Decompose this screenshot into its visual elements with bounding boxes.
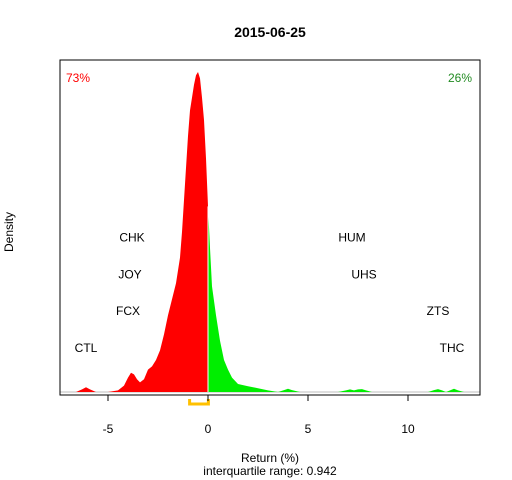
x-axis: -5 0 5 10 [103, 395, 415, 436]
percent-positive-label: 26% [448, 71, 472, 85]
x-tick-label: 10 [401, 422, 415, 436]
x-axis-label: Return (%) [241, 451, 299, 465]
chart-title: 2015-06-25 [234, 24, 306, 40]
x-tick-label: 5 [305, 422, 312, 436]
ticker-label-ctl: CTL [75, 341, 98, 355]
ticker-label-chk: CHK [119, 231, 144, 245]
negative-density-area [76, 72, 208, 392]
plot-area: CTL FCX JOY CHK HUM UHS ZTS THC [60, 72, 480, 406]
percent-negative-label: 73% [66, 71, 90, 85]
ticker-label-joy: JOY [118, 267, 141, 281]
iqr-bracket [188, 399, 210, 406]
ticker-label-hum: HUM [338, 231, 365, 245]
ticker-label-uhs: UHS [351, 267, 376, 281]
x-tick-label: -5 [103, 422, 114, 436]
ticker-label-zts: ZTS [427, 304, 450, 318]
ticker-label-thc: THC [440, 341, 465, 355]
x-tick-label: 0 [205, 422, 212, 436]
plot-frame [59, 59, 481, 396]
iqr-subtitle: interquartile range: 0.942 [203, 464, 337, 478]
ticker-label-fcx: FCX [116, 304, 140, 318]
y-axis-label: Density [2, 212, 16, 252]
